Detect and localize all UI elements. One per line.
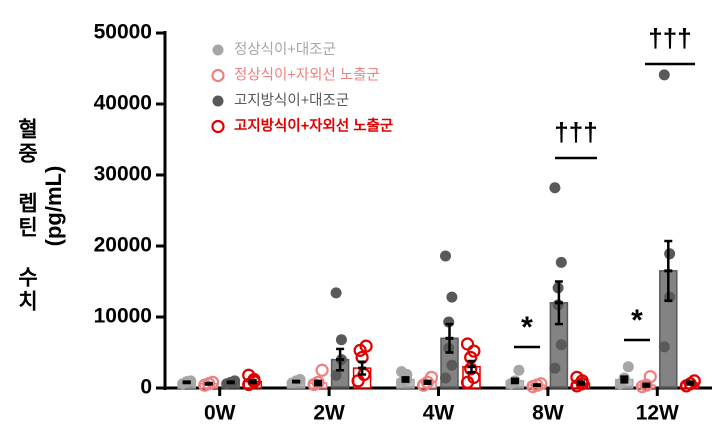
y-tick-label: 10000: [94, 305, 152, 328]
data-point: [460, 337, 475, 351]
data-point: [315, 363, 329, 377]
data-point: [555, 339, 567, 351]
x-tick-label: 8W: [532, 402, 564, 425]
annotation: *: [521, 311, 533, 344]
legend-label: 고지방식이+자외선 노출군: [234, 116, 393, 134]
annotation: †††: [554, 117, 597, 147]
data-point: [446, 291, 458, 303]
data-point: [549, 182, 561, 194]
data-point: [658, 69, 670, 81]
legend-label: 정상식이+대조군: [234, 41, 336, 58]
data-point: [658, 341, 670, 353]
annotation: †††: [648, 23, 691, 53]
y-tick-label: 50000: [94, 21, 152, 44]
data-point: [555, 256, 567, 268]
data-point: [335, 334, 347, 346]
legend-marker: [211, 68, 225, 83]
legend-marker: [211, 119, 225, 134]
data-point: [311, 375, 325, 389]
x-tick-label: 2W: [313, 402, 345, 425]
legend-marker: [212, 44, 224, 56]
data-point: [359, 339, 373, 353]
data-point: [396, 366, 407, 378]
annotation: *: [631, 304, 643, 337]
data-point: [330, 287, 342, 299]
y-tick-label: 40000: [94, 92, 152, 115]
data-point: [664, 248, 676, 260]
data-point: [643, 370, 657, 384]
y-axis-unit: (pg/mL): [41, 165, 66, 247]
data-point: [440, 372, 451, 384]
y-tick-label: 30000: [94, 163, 152, 186]
legend-label: 고지방식이+대조군: [234, 92, 349, 109]
data-point: [440, 250, 451, 262]
legend-marker: [212, 95, 224, 107]
x-tick-label: 12W: [636, 402, 679, 425]
data-point: [513, 364, 525, 376]
data-point: [330, 369, 342, 381]
y-tick-label: 0: [140, 376, 152, 399]
y-tick-label: 20000: [94, 234, 152, 257]
data-point: [622, 361, 634, 373]
x-tick-label: 4W: [423, 402, 455, 425]
y-axis-label: 혈중 렙틴 수치: [15, 118, 38, 314]
x-tick-label: 0W: [204, 402, 236, 425]
data-point: [549, 362, 561, 374]
data-point: [446, 359, 458, 371]
legend-label: 정상식이+자외선 노출군: [234, 66, 380, 83]
